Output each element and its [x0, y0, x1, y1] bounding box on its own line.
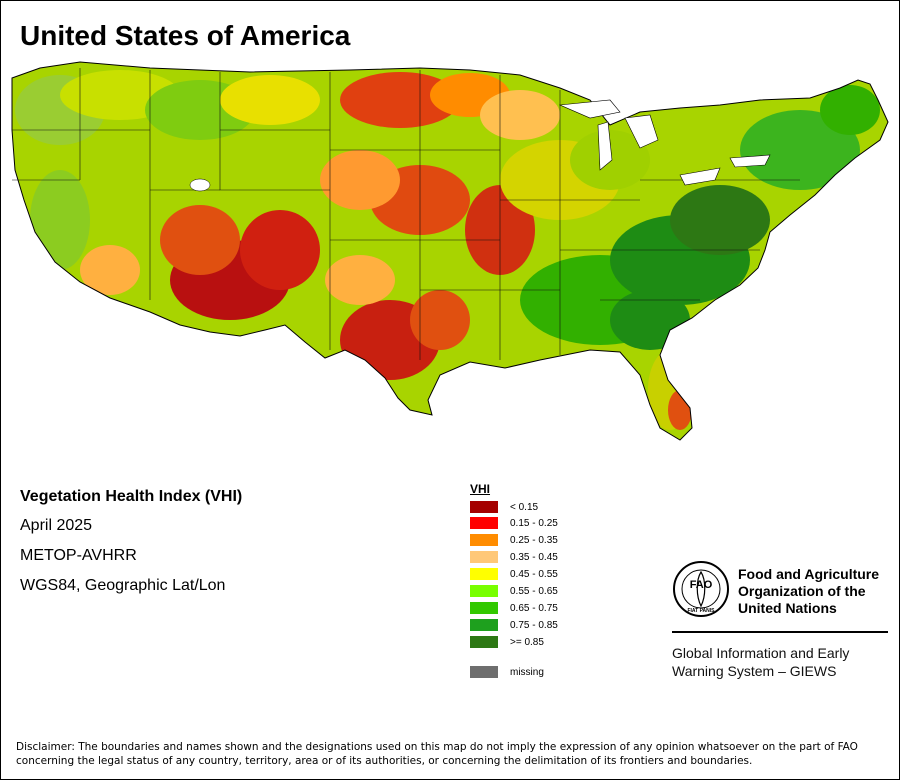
legend-item: 0.55 - 0.65: [470, 585, 558, 597]
legend-label: 0.55 - 0.65: [510, 585, 558, 597]
legend-item: 0.65 - 0.75: [470, 602, 558, 614]
fao-logo-motto: FIAT PANIS: [687, 608, 715, 614]
legend-swatch: [470, 585, 498, 597]
great-lakes: [558, 99, 771, 186]
legend-item: 0.75 - 0.85: [470, 619, 558, 631]
legend-item: 0.25 - 0.35: [470, 534, 558, 546]
legend-swatch: [470, 501, 498, 513]
legend-swatch: [470, 534, 498, 546]
great-salt-lake: [189, 178, 211, 192]
legend-swatch-missing: [470, 666, 498, 678]
divider: [672, 631, 888, 633]
map-title: United States of America: [20, 20, 351, 51]
disclaimer-line: concerning the legal status of any count…: [16, 755, 753, 767]
giews-line: Global Information and Early: [672, 645, 850, 661]
disclaimer: Disclaimer: The boundaries and names sho…: [16, 740, 886, 768]
period: April 2025: [20, 517, 93, 534]
disclaimer-line: Disclaimer: The boundaries and names sho…: [16, 741, 858, 753]
legend-item-missing: missing: [470, 666, 544, 678]
legend-title: VHI: [470, 482, 491, 496]
legend-item: 0.45 - 0.55: [470, 568, 558, 580]
legend-label-missing: missing: [510, 666, 544, 678]
legend-label: < 0.15: [510, 501, 539, 513]
state-boundaries: [12, 68, 800, 360]
fao-name-line: Food and Agriculture: [738, 566, 880, 582]
legend-label: 0.75 - 0.85: [510, 619, 558, 631]
legend-swatch: [470, 602, 498, 614]
fao-logo-letters: FAO: [690, 579, 713, 591]
legend-label: 0.65 - 0.75: [510, 602, 558, 614]
legend-label: 0.35 - 0.45: [510, 551, 558, 563]
projection: WGS84, Geographic Lat/Lon: [20, 577, 226, 594]
giews-name: Global Information and Early Warning Sys…: [672, 644, 849, 680]
fao-name-line: United Nations: [738, 600, 837, 616]
legend-item: >= 0.85: [470, 636, 544, 648]
legend-swatch: [470, 551, 498, 563]
legend-swatch: [470, 636, 498, 648]
fao-logo: FAO FIAT PANIS: [673, 561, 729, 617]
legend-item: < 0.15: [470, 501, 538, 513]
fao-name: Food and Agriculture Organization of the…: [738, 566, 879, 617]
sensor: METOP-AVHRR: [20, 547, 137, 564]
fao-name-line: Organization of the: [738, 583, 866, 599]
legend-item: 0.35 - 0.45: [470, 551, 558, 563]
legend-swatch: [470, 517, 498, 529]
legend-label: 0.25 - 0.35: [510, 534, 558, 546]
vhi-map: [11, 61, 889, 441]
legend-label: 0.45 - 0.55: [510, 568, 558, 580]
legend-swatch: [470, 568, 498, 580]
index-name: Vegetation Health Index (VHI): [20, 488, 243, 505]
giews-line: Warning System – GIEWS: [672, 663, 837, 679]
legend-label: >= 0.85: [510, 636, 544, 648]
legend-label: 0.15 - 0.25: [510, 517, 558, 529]
legend-swatch: [470, 619, 498, 631]
legend-item: 0.15 - 0.25: [470, 517, 558, 529]
vhi-raster: [12, 62, 888, 440]
